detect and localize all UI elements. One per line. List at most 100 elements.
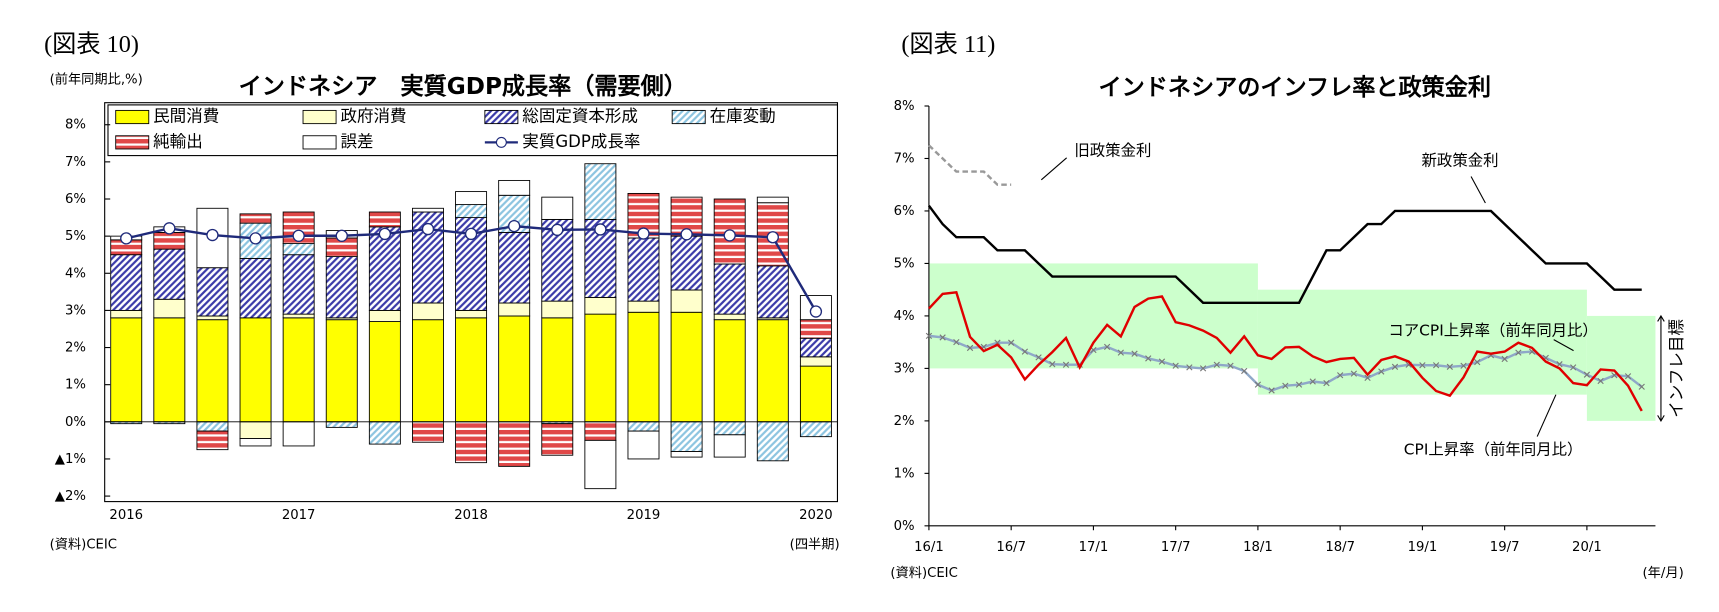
bar-segment (498, 231, 531, 304)
legend-swatch (302, 109, 337, 125)
line-marker (1364, 374, 1371, 381)
line-marker (594, 223, 607, 236)
line-marker (1186, 364, 1193, 371)
legend-label: 総固定資本形成 (522, 107, 638, 126)
bar-segment (368, 226, 401, 311)
line-marker (1624, 373, 1632, 380)
bar-segment (799, 319, 832, 339)
line-marker (1378, 368, 1385, 375)
bar-segment (541, 423, 574, 456)
x-tick-label: 2020 (799, 508, 833, 523)
legend-marker (495, 136, 507, 148)
bar-segment (239, 257, 272, 319)
x-tick-label: 18/7 (1325, 540, 1355, 555)
bar-segment (153, 317, 186, 423)
line-marker (1008, 339, 1015, 346)
bar-segment (713, 263, 746, 315)
bar-segment (670, 235, 703, 291)
x-axis-label: (年/月) (1643, 565, 1684, 581)
figure-label: (図表 10) (44, 31, 139, 58)
line-marker (1295, 381, 1303, 388)
y-tick-label: 8% (65, 118, 86, 133)
bar-segment (584, 296, 617, 315)
bar-segment (110, 317, 143, 423)
line-marker (1570, 364, 1577, 371)
line-marker (1337, 372, 1344, 379)
bar-segment (713, 421, 746, 436)
bar-segment (498, 179, 531, 196)
bar-segment (670, 421, 703, 452)
bar-segment (239, 421, 272, 439)
line-marker (1556, 361, 1563, 368)
y-tick-label: 7% (894, 151, 915, 166)
legend-box (107, 104, 839, 157)
line-marker (1460, 362, 1467, 369)
bar-segment (713, 313, 746, 321)
x-tick-label: 2018 (454, 508, 488, 523)
line-marker (378, 227, 392, 241)
line-marker (723, 229, 736, 242)
y-tick-label: 4% (65, 266, 86, 281)
legend-swatch (671, 109, 706, 125)
y-tick-label: 3% (65, 303, 86, 318)
source: (資料)CEIC (890, 565, 957, 581)
chart-title: インドネシアのインフレ率と政策金利 (1099, 74, 1491, 101)
annotation-leader (1470, 176, 1486, 204)
line-marker (249, 232, 262, 245)
y-tick-label: 5% (65, 229, 86, 244)
line-series (927, 204, 1642, 305)
y-tick-label: 0% (65, 415, 86, 430)
bar-segment (756, 421, 789, 462)
line-marker (966, 344, 974, 352)
annotation: 旧政策金利 (1074, 142, 1151, 160)
line-marker (1131, 350, 1138, 357)
bar-segment (325, 421, 358, 428)
line-marker (1638, 383, 1645, 390)
line-marker (206, 228, 219, 242)
bar-segment (455, 204, 488, 219)
annotation-leader (1536, 394, 1557, 437)
bar-segment (627, 300, 660, 313)
bar-segment (670, 451, 703, 458)
target-band (1586, 315, 1656, 421)
line-marker (1241, 367, 1248, 375)
x-tick-label: 20/1 (1572, 540, 1602, 555)
y-tick-label: 1% (65, 378, 86, 393)
line-marker (1172, 362, 1179, 369)
bar-segment (670, 289, 703, 313)
bar-segment (627, 421, 660, 432)
legend-swatch (484, 109, 519, 125)
line-marker (637, 227, 650, 240)
bar-segment (584, 313, 617, 423)
line-marker (1268, 387, 1275, 394)
bar-segment (153, 248, 186, 300)
legend-label: 誤差 (340, 132, 373, 151)
y-tick-label: 2% (894, 414, 915, 429)
y-tick-label: 5% (894, 256, 915, 271)
line-marker (120, 232, 133, 245)
bar-segment (498, 421, 531, 467)
bar-segment (799, 365, 832, 423)
y-axis-label: (前年同期比,%) (50, 71, 143, 88)
bar-segment (455, 421, 488, 464)
annotation-leader (1040, 157, 1068, 181)
y-tick-label: 8% (894, 99, 915, 114)
x-axis-label: (四半期) (790, 537, 840, 553)
target-band (928, 263, 1258, 369)
line-marker (1432, 362, 1440, 369)
legend-label: 純輸出 (153, 132, 203, 151)
x-tick-label: 16/1 (914, 540, 944, 555)
bar-segment (239, 213, 272, 224)
line-marker (1254, 381, 1262, 388)
y-tick-label: 2% (65, 341, 86, 356)
legend-swatch (302, 135, 337, 150)
x-tick-label: 17/7 (1161, 540, 1191, 555)
line-marker (1391, 363, 1399, 370)
line-marker (292, 229, 305, 242)
y-tick-label: 6% (65, 192, 86, 207)
x-tick-label: 16/7 (996, 540, 1026, 555)
legend-swatch (115, 135, 150, 150)
line-marker (1501, 355, 1508, 363)
line-marker (508, 219, 521, 233)
